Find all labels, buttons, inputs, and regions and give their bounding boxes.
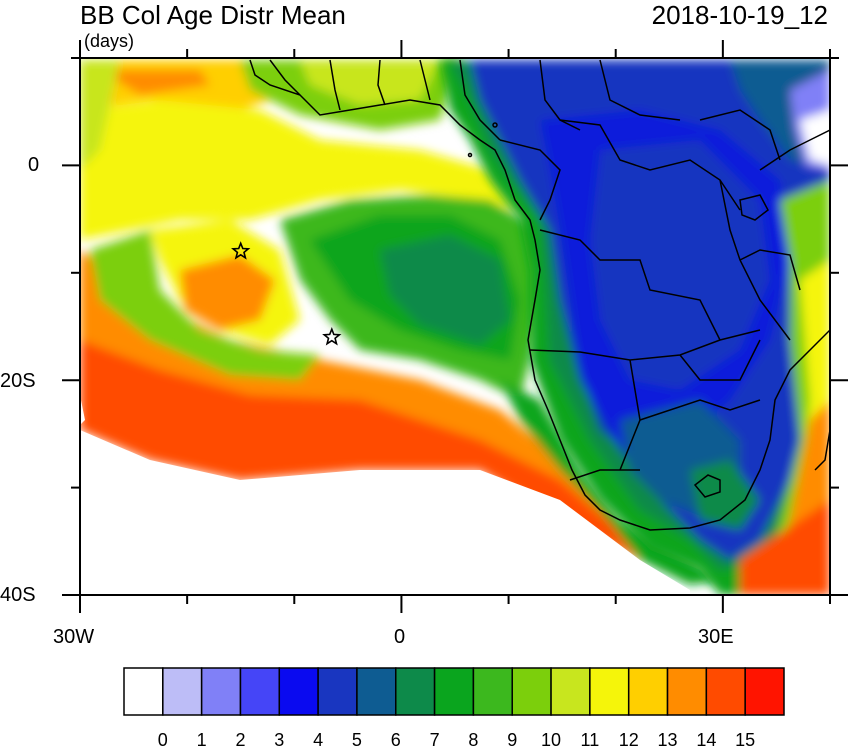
colorbar-label: 11 bbox=[580, 730, 600, 750]
colorbar-swatch bbox=[395, 667, 436, 716]
colorbar-swatch bbox=[356, 667, 397, 716]
map-title: BB Col Age Distr Mean bbox=[80, 0, 346, 30]
colorbar-label: 8 bbox=[468, 730, 479, 750]
plot-frame bbox=[79, 57, 831, 596]
axis-ticks bbox=[62, 40, 848, 613]
marker-layer bbox=[231, 241, 342, 346]
colorbar-label: 15 bbox=[735, 730, 756, 750]
colorbar-swatch bbox=[666, 667, 708, 716]
age-field bbox=[80, 58, 830, 595]
colorbar-swatch bbox=[627, 667, 669, 716]
y-tick-label-40s: 40S bbox=[0, 584, 36, 606]
colorbar-swatch bbox=[123, 667, 164, 716]
colorbar-swatch bbox=[317, 667, 358, 716]
colorbar-swatch bbox=[162, 667, 203, 716]
map-date: 2018-10-19_12 bbox=[651, 0, 828, 30]
colorbar-label: 5 bbox=[351, 730, 362, 750]
colorbar-swatch bbox=[550, 667, 591, 716]
colorbar-swatch bbox=[705, 667, 746, 716]
colorbar bbox=[123, 667, 785, 716]
colorbar-label: 14 bbox=[696, 730, 717, 750]
colorbar-swatch bbox=[589, 667, 630, 716]
y-tick-label-20s: 20S bbox=[0, 370, 36, 392]
colorbar-swatch bbox=[744, 667, 785, 716]
colorbar-label: 10 bbox=[541, 730, 562, 750]
star-marker-icon bbox=[322, 327, 342, 346]
star-marker-icon bbox=[231, 241, 251, 260]
colorbar-label: 4 bbox=[313, 730, 324, 750]
colorbar-swatch bbox=[278, 667, 319, 716]
colorbar-label: 1 bbox=[196, 730, 207, 750]
colorbar-label: 3 bbox=[274, 730, 285, 750]
colorbar-label: 13 bbox=[657, 730, 678, 750]
colorbar-swatch bbox=[200, 667, 242, 716]
y-tick-label-0: 0 bbox=[28, 154, 40, 176]
colorbar-swatch bbox=[472, 667, 513, 716]
colorbar-label: 9 bbox=[507, 730, 518, 750]
x-tick-label-0: 0 bbox=[394, 626, 406, 648]
colorbar-label: 0 bbox=[157, 730, 168, 750]
colorbar-swatch bbox=[239, 667, 281, 716]
x-tick-label-30w: 30W bbox=[53, 626, 95, 648]
x-tick-label-30e: 30E bbox=[698, 626, 734, 648]
colorbar-swatch bbox=[511, 667, 552, 716]
colorbar-label: 12 bbox=[618, 730, 639, 750]
country-borders bbox=[249, 59, 830, 531]
colorbar-label: 7 bbox=[429, 730, 440, 750]
map-units: (days) bbox=[84, 31, 135, 51]
colorbar-label: 2 bbox=[235, 730, 246, 750]
colorbar-label: 6 bbox=[390, 730, 401, 750]
colorbar-swatch bbox=[433, 667, 475, 716]
